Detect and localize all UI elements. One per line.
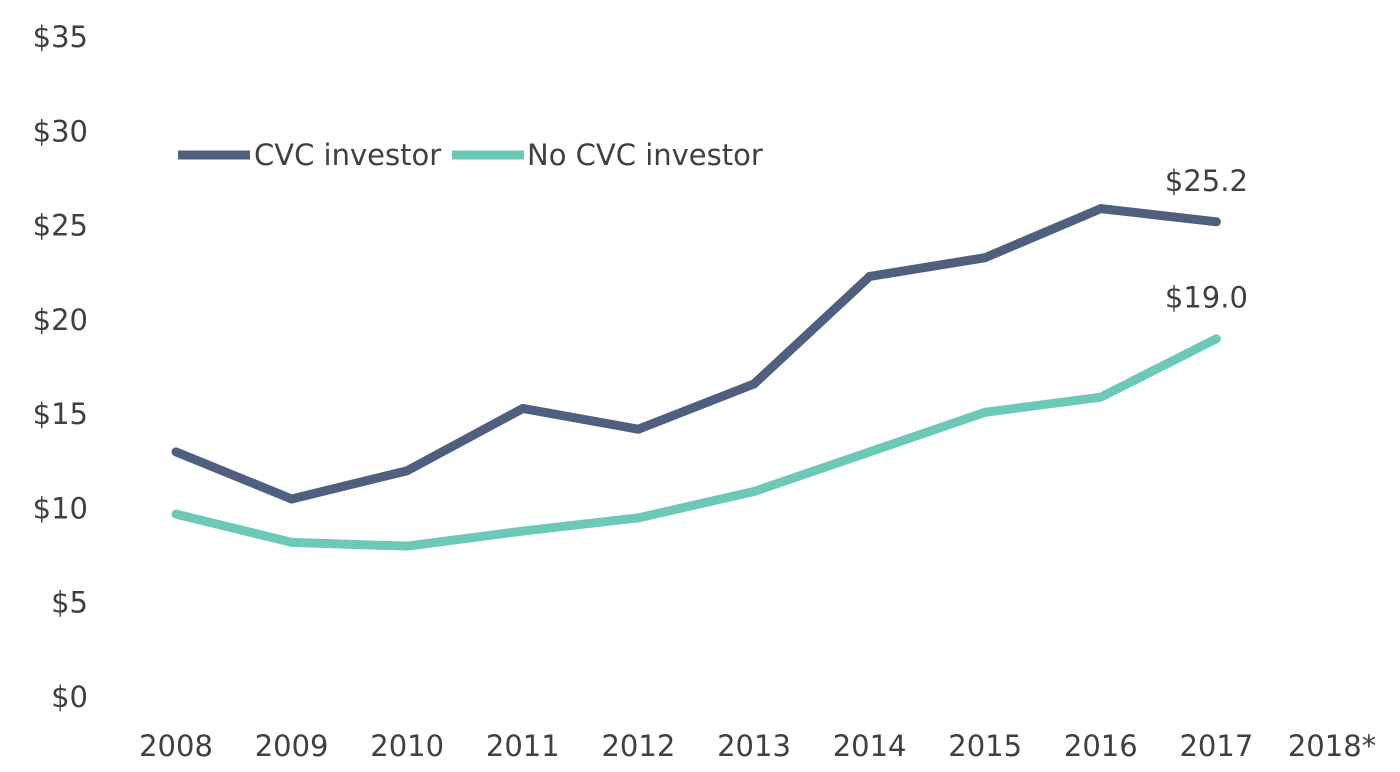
data-point	[287, 494, 297, 504]
x-tick-label: 2015	[948, 729, 1022, 763]
x-axis: 2008 2009 2010 2011 2012 2013 2014 2015 2016 2017…	[139, 729, 1376, 763]
data-point	[1211, 334, 1221, 344]
y-tick-label: $5	[51, 586, 88, 620]
y-tick-label: $0	[51, 680, 88, 714]
data-point	[865, 447, 875, 457]
data-point	[749, 379, 759, 389]
data-point	[287, 537, 297, 547]
x-tick-label: 2010	[370, 729, 444, 763]
series-lines	[171, 204, 1221, 551]
data-point	[402, 541, 412, 551]
data-point	[518, 403, 528, 413]
data-label: $19.0	[1165, 281, 1248, 315]
legend-label: CVC investor	[254, 138, 441, 172]
data-point	[518, 526, 528, 536]
x-tick-label: 2008	[139, 729, 213, 763]
x-tick-label: 2014	[833, 729, 907, 763]
y-axis: $0 $5 $10 $15 $20 $25 $30 $35	[33, 20, 88, 714]
y-tick-label: $30	[33, 114, 88, 148]
data-point	[633, 513, 643, 523]
data-point	[865, 271, 875, 281]
x-tick-label: 2018*	[1288, 729, 1376, 763]
data-label: $25.2	[1165, 164, 1248, 198]
data-point	[171, 447, 181, 457]
data-point	[980, 253, 990, 263]
series-line-cvc-investor	[174, 204, 1217, 504]
data-point	[749, 486, 759, 496]
y-tick-label: $10	[33, 491, 88, 525]
y-tick-label: $20	[33, 303, 88, 337]
data-point	[980, 407, 990, 417]
x-tick-label: 2013	[717, 729, 791, 763]
x-tick-label: 2012	[601, 729, 675, 763]
legend-label: No CVC investor	[527, 138, 763, 172]
data-labels: $25.2 $19.0	[1165, 164, 1248, 315]
data-point	[1096, 204, 1106, 214]
x-tick-label: 2011	[486, 729, 560, 763]
x-tick-label: 2009	[255, 729, 329, 763]
data-point	[633, 424, 643, 434]
y-tick-label: $15	[33, 397, 88, 431]
data-point	[1211, 217, 1221, 227]
series-line-no-cvc-investor	[174, 334, 1219, 551]
data-point	[402, 466, 412, 476]
y-tick-label: $25	[33, 209, 88, 243]
y-tick-label: $35	[33, 20, 88, 54]
legend: CVC investor No CVC investor	[178, 138, 763, 172]
data-point	[171, 509, 181, 519]
x-tick-label: 2017	[1179, 729, 1253, 763]
data-point	[1096, 392, 1106, 402]
x-tick-label: 2016	[1064, 729, 1138, 763]
